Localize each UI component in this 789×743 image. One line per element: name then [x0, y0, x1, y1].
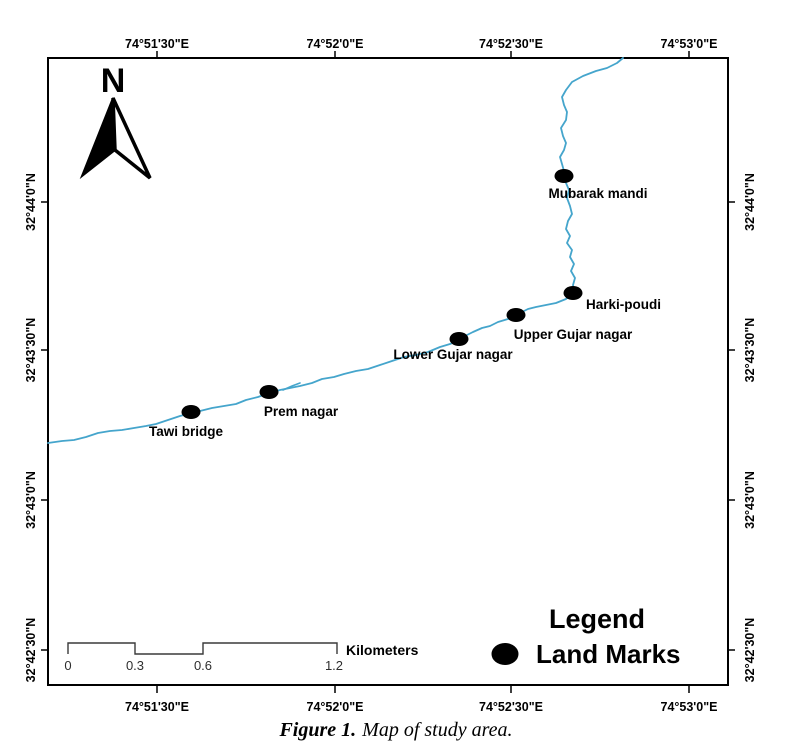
- bottom-axis-label: 74°52'0"E: [307, 700, 364, 714]
- landmark-dots: [181, 169, 583, 419]
- bottom-axis-label: 74°51'30"E: [125, 700, 189, 714]
- legend-title: Legend: [549, 604, 645, 634]
- north-arrow-label: N: [101, 62, 126, 100]
- bottom-axis-label: 74°53'0"E: [661, 700, 718, 714]
- right-axis-label: 32°43'0"N: [743, 471, 757, 529]
- legend: Legend Land Marks: [491, 604, 681, 669]
- landmark-label: Tawi bridge: [149, 424, 223, 439]
- figure-caption-text: Map of study area.: [361, 719, 512, 741]
- left-axis-ticks: [41, 201, 48, 651]
- scale-tick-label: 0.6: [194, 658, 212, 673]
- landmark-label: Lower Gujar nagar: [393, 347, 513, 362]
- landmark-label: Prem nagar: [264, 404, 339, 419]
- landmark-dot: [554, 169, 574, 183]
- left-axis-label: 32°44'0"N: [24, 173, 38, 231]
- north-arrow-right-half: [111, 97, 152, 180]
- top-axis-label: 74°51'30"E: [125, 37, 189, 51]
- scale-tick-label: 0: [64, 658, 71, 673]
- scale-unit-label: Kilometers: [346, 642, 419, 658]
- scale-bar: 0 0.3 0.6 1.2 Kilometers: [64, 642, 418, 673]
- landmark-label: Mubarak mandi: [548, 186, 647, 201]
- figure-caption-number: Figure 1.: [278, 719, 356, 741]
- landmark-label: Harki-poudi: [586, 297, 661, 312]
- north-arrow-left-half: [79, 97, 117, 180]
- landmark-dot: [449, 332, 469, 346]
- right-axis-label: 32°43'30"N: [743, 318, 757, 383]
- river-path: [47, 57, 624, 444]
- top-axis-ticks: [156, 51, 690, 58]
- landmark-label: Upper Gujar nagar: [514, 327, 633, 342]
- top-axis-label: 74°52'30"E: [479, 37, 543, 51]
- right-axis-label: 32°44'0"N: [743, 173, 757, 231]
- landmark-dot: [563, 286, 583, 300]
- scale-tick-label: 1.2: [325, 658, 343, 673]
- left-axis-label: 32°43'0"N: [24, 471, 38, 529]
- north-arrow: N: [79, 62, 152, 180]
- right-axis-ticks: [728, 201, 735, 651]
- top-axis-label: 74°53'0"E: [661, 37, 718, 51]
- landmark-dot: [506, 308, 526, 322]
- left-axis-label: 32°42'30"N: [24, 618, 38, 683]
- legend-item-label: Land Marks: [536, 639, 681, 669]
- map-frame: [47, 57, 729, 686]
- scale-bar-line: [67, 642, 338, 655]
- bottom-axis-ticks: [156, 685, 690, 693]
- legend-landmark-icon: [491, 643, 519, 665]
- bottom-axis-label: 74°52'30"E: [479, 700, 543, 714]
- right-axis-label: 32°42'30"N: [743, 618, 757, 683]
- landmark-dot: [259, 385, 279, 399]
- left-axis-label: 32°43'30"N: [24, 318, 38, 383]
- river-branch: [282, 382, 301, 391]
- scale-tick-label: 0.3: [126, 658, 144, 673]
- landmark-dot: [181, 405, 201, 419]
- top-axis-label: 74°52'0"E: [307, 37, 364, 51]
- figure-caption: Figure 1. Map of study area.: [278, 719, 512, 741]
